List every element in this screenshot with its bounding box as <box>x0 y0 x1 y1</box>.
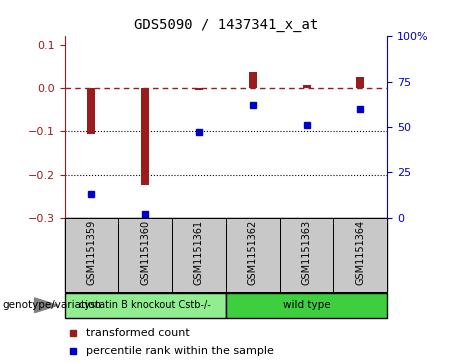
Bar <box>65 293 226 318</box>
Bar <box>226 293 387 318</box>
Text: GSM1151363: GSM1151363 <box>301 220 312 285</box>
Bar <box>141 88 149 185</box>
Bar <box>65 218 118 292</box>
Text: transformed count: transformed count <box>86 328 189 338</box>
Text: wild type: wild type <box>283 300 331 310</box>
Bar <box>249 72 257 88</box>
Text: GSM1151364: GSM1151364 <box>355 220 366 285</box>
Bar <box>226 218 280 292</box>
Bar <box>356 77 364 88</box>
Text: cystatin B knockout Cstb-/-: cystatin B knockout Cstb-/- <box>79 300 211 310</box>
Text: genotype/variation: genotype/variation <box>2 300 101 310</box>
Bar <box>333 218 387 292</box>
Bar <box>88 88 95 134</box>
Polygon shape <box>35 298 58 313</box>
Title: GDS5090 / 1437341_x_at: GDS5090 / 1437341_x_at <box>134 19 318 33</box>
Text: GSM1151360: GSM1151360 <box>140 220 150 285</box>
Text: percentile rank within the sample: percentile rank within the sample <box>86 346 273 356</box>
Bar <box>118 218 172 292</box>
Bar <box>302 85 311 88</box>
Text: GSM1151361: GSM1151361 <box>194 220 204 285</box>
Text: GSM1151359: GSM1151359 <box>86 220 96 285</box>
Bar <box>172 218 226 292</box>
Text: GSM1151362: GSM1151362 <box>248 220 258 285</box>
Bar <box>280 218 333 292</box>
Bar <box>195 88 203 90</box>
